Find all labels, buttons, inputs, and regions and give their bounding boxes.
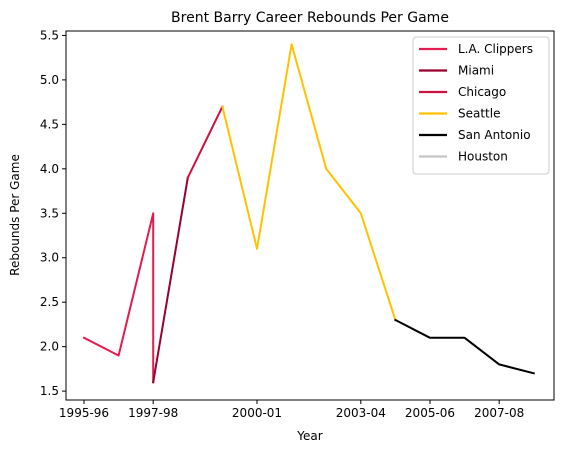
legend: L.A. Clippers Miami Chicago Seattle San Anto… (412, 36, 550, 175)
x-tick-label: 2003-04 (336, 406, 386, 420)
x-tick-label: 1997-98 (128, 406, 178, 420)
y-tick-label: 3.5 (40, 206, 59, 220)
series-line-l-a-clippers (82, 212, 155, 384)
x-axis-label: Year (296, 429, 322, 443)
series-line-miami (152, 176, 189, 384)
plot-lines (82, 43, 536, 384)
x-tick-label: 2007-08 (474, 406, 524, 420)
y-tick-label: 2.0 (40, 340, 59, 354)
y-tick-label: 1.5 (40, 384, 59, 398)
x-tick-label: 1995-96 (59, 406, 109, 420)
chart-title: Brent Barry Career Rebounds Per Game (171, 10, 449, 26)
legend-label: L.A. Clippers (458, 42, 533, 56)
x-tick-label: 2005-06 (405, 406, 455, 420)
legend-label: Seattle (458, 107, 500, 121)
y-axis-ticks: 1.5 2.0 2.5 3.0 3.5 4.0 4.5 5.0 5.5 (40, 28, 66, 398)
x-tick-label: 2000-01 (232, 406, 282, 420)
y-tick-label: 4.0 (40, 162, 59, 176)
legend-label: Houston (458, 150, 508, 164)
legend-label: San Antonio (458, 128, 531, 142)
y-tick-label: 5.5 (40, 28, 59, 42)
legend-label: Chicago (458, 85, 506, 99)
y-tick-label: 5.0 (40, 73, 59, 87)
series-line-chicago (186, 105, 224, 180)
y-tick-label: 2.5 (40, 295, 59, 309)
series-line-seattle (221, 43, 397, 322)
plot-frame (65, 30, 555, 401)
y-tick-label: 4.5 (40, 117, 59, 131)
y-tick-label: 3.0 (40, 251, 59, 265)
y-axis-label: Rebounds Per Game (8, 154, 22, 276)
series-line-san-antonio (394, 318, 536, 375)
x-axis-ticks: 1995-96 1997-98 2000-01 2003-04 2005-06 2007-… (59, 400, 524, 420)
legend-label: Miami (458, 64, 494, 78)
